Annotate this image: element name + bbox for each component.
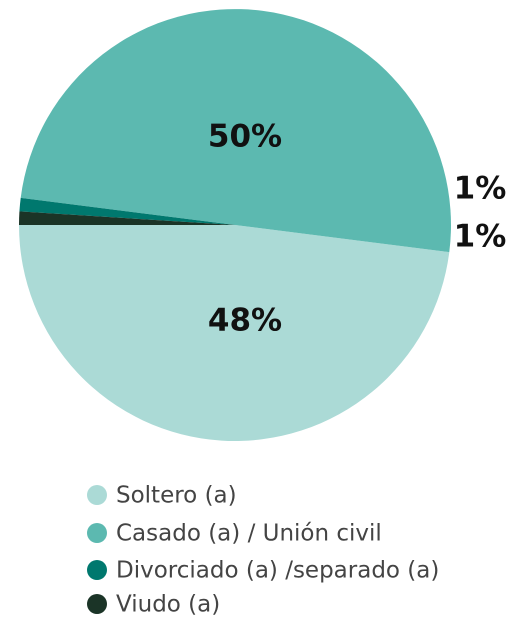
- value-label: 48%: [208, 303, 282, 339]
- legend-swatch: [87, 523, 107, 543]
- legend-label: Divorciado (a) /separado (a): [116, 558, 439, 584]
- pie-slice: [20, 9, 451, 253]
- legend-swatch: [87, 485, 107, 505]
- legend-label: Viudo (a): [116, 592, 220, 618]
- pie-slice: [19, 197, 236, 225]
- legend-swatch: [87, 594, 107, 614]
- pie-slice: [19, 225, 450, 442]
- legend-label: Soltero (a): [116, 483, 237, 509]
- value-label: 50%: [208, 119, 282, 155]
- pie-slice: [19, 211, 235, 225]
- value-label: 1%: [454, 219, 507, 255]
- value-label: 1%: [454, 171, 507, 207]
- legend-label: Casado (a) / Unión civil: [116, 521, 382, 547]
- legend-swatch: [87, 560, 107, 580]
